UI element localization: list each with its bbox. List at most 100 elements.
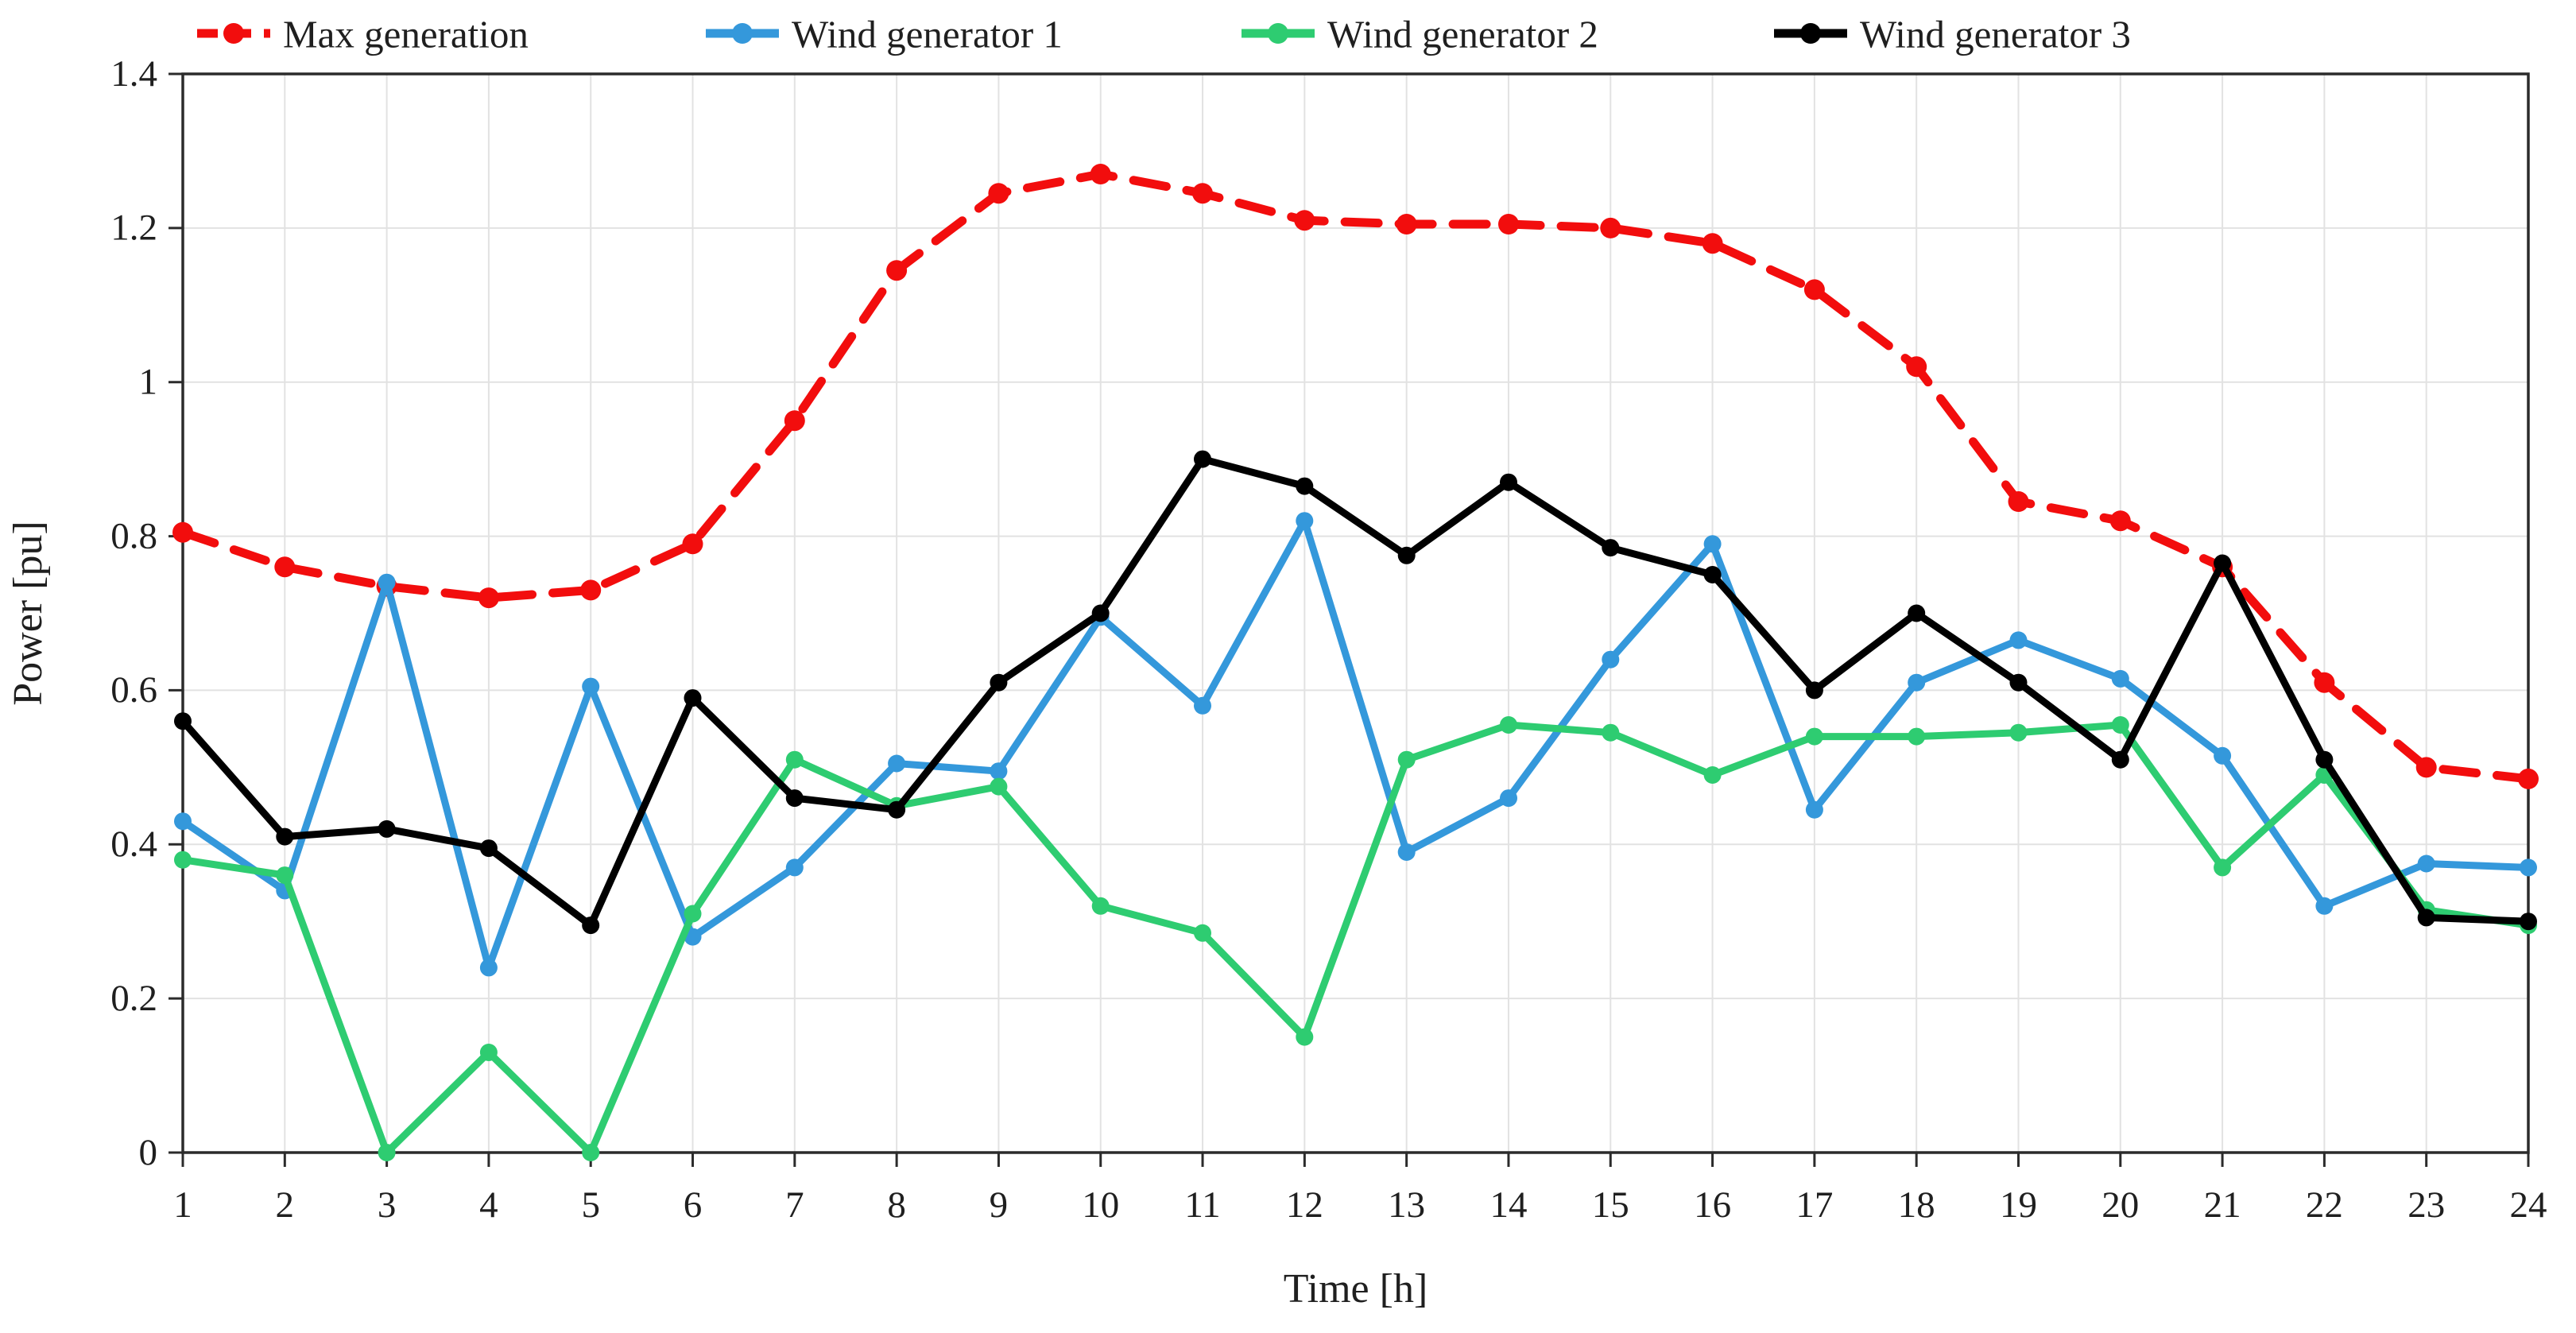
series-line-wind-generator-2: [179, 721, 2532, 1157]
data-point-max-generation: [274, 556, 296, 578]
data-point-wind-generator-1: [479, 959, 498, 977]
legend-item-wind-generator-2: Wind generator 2: [1242, 12, 1598, 56]
data-point-wind-generator-1: [785, 858, 804, 877]
data-point-wind-generator-1: [2315, 897, 2334, 915]
x-tick-label: 9: [990, 1184, 1009, 1226]
x-tick-label: 15: [1592, 1184, 1629, 1226]
x-tick-label: 7: [785, 1184, 804, 1226]
data-point-wind-generator-3: [2417, 909, 2435, 927]
legend-item-wind-generator-1: Wind generator 1: [706, 12, 1063, 56]
x-tick-label: 24: [2510, 1184, 2547, 1226]
data-point-wind-generator-1: [1703, 535, 1722, 553]
data-point-wind-generator-3: [2315, 750, 2334, 769]
data-point-wind-generator-1: [174, 812, 192, 831]
data-point-max-generation: [2415, 757, 2437, 778]
data-point-max-generation: [988, 183, 1009, 204]
data-point-wind-generator-3: [990, 673, 1008, 692]
data-point-wind-generator-1: [1908, 673, 1926, 692]
y-tick-label: 1.4: [110, 53, 157, 95]
data-point-wind-generator-3: [174, 712, 192, 730]
data-point-wind-generator-1: [1397, 843, 1416, 861]
series-line-wind-generator-3: [179, 455, 2532, 929]
data-point-wind-generator-3: [684, 689, 702, 707]
data-point-wind-generator-2: [684, 905, 702, 923]
data-point-wind-generator-1: [582, 677, 600, 696]
y-tick-label: 0.8: [110, 515, 157, 556]
data-point-wind-generator-2: [1194, 924, 1211, 942]
data-point-wind-generator-3: [1602, 539, 1620, 557]
tick-labels: 1 2 3 4 5 6 7 8 9 10 11 12 13 14 15 16 17 18 19 20 21 22 23 240…: [110, 53, 2547, 1226]
data-point-wind-generator-2: [479, 1044, 498, 1061]
data-point-wind-generator-1: [1500, 789, 1517, 808]
data-point-wind-generator-2: [990, 777, 1008, 796]
x-tick-label: 6: [684, 1184, 703, 1226]
x-tick-label: 14: [1489, 1184, 1527, 1226]
data-point-max-generation: [2518, 768, 2539, 789]
data-point-max-generation: [2109, 510, 2131, 532]
series-line-wind-generator-1: [179, 517, 2532, 971]
data-point-wind-generator-2: [785, 750, 804, 769]
data-point-wind-generator-3: [1091, 604, 1110, 622]
x-axis-title: Time [h]: [1284, 1266, 1428, 1312]
data-point-wind-generator-2: [276, 866, 294, 885]
legend-swatch-marker-wind-generator-3: [1800, 23, 1821, 44]
data-point-max-generation: [1192, 183, 1213, 204]
data-point-max-generation: [1600, 217, 1621, 238]
y-tick-label: 1.2: [110, 207, 157, 249]
x-tick-label: 13: [1388, 1184, 1425, 1226]
data-point-wind-generator-3: [378, 820, 396, 838]
data-point-max-generation: [2008, 491, 2029, 512]
data-point-max-generation: [1702, 233, 1723, 254]
x-tick-label: 3: [378, 1184, 397, 1226]
data-point-wind-generator-1: [378, 573, 396, 591]
data-series: [172, 164, 2539, 1161]
data-point-max-generation: [784, 410, 805, 432]
legend-swatch-marker-wind-generator-1: [732, 23, 753, 44]
y-tick-label: 0.6: [110, 669, 157, 711]
legend-item-wind-generator-3: Wind generator 3: [1774, 12, 2131, 56]
data-point-wind-generator-2: [1500, 716, 1517, 734]
data-point-wind-generator-3: [582, 916, 600, 935]
legend-item-max-generation: Max generation: [197, 12, 529, 56]
x-tick-label: 12: [1286, 1184, 1323, 1226]
data-point-wind-generator-3: [2111, 750, 2129, 769]
data-point-max-generation: [1803, 279, 1825, 300]
data-point-wind-generator-2: [1397, 750, 1416, 769]
data-point-wind-generator-2: [2111, 716, 2129, 734]
data-point-wind-generator-2: [582, 1144, 600, 1161]
data-point-max-generation: [1396, 214, 1417, 234]
data-point-wind-generator-1: [1296, 512, 1314, 530]
x-tick-label: 8: [887, 1184, 906, 1226]
legend-swatch-marker-max-generation: [223, 23, 244, 44]
y-tick-label: 0.4: [110, 823, 157, 865]
data-point-max-generation: [1906, 356, 1927, 378]
data-point-wind-generator-3: [785, 789, 804, 808]
x-tick-label: 19: [2000, 1184, 2037, 1226]
data-point-wind-generator-1: [2111, 669, 2129, 688]
y-tick-label: 1: [139, 361, 158, 402]
x-tick-label: 21: [2204, 1184, 2241, 1226]
x-tick-label: 2: [276, 1184, 295, 1226]
x-tick-label: 22: [2306, 1184, 2343, 1226]
data-point-wind-generator-1: [888, 754, 906, 773]
x-tick-label: 11: [1184, 1184, 1220, 1226]
x-tick-label: 5: [581, 1184, 600, 1226]
data-point-wind-generator-3: [1805, 681, 1823, 699]
legend-label-wind-generator-1: Wind generator 1: [792, 12, 1063, 56]
data-point-wind-generator-3: [888, 800, 906, 819]
data-point-max-generation: [2314, 672, 2335, 693]
data-point-max-generation: [580, 579, 602, 601]
data-point-wind-generator-1: [1194, 696, 1211, 715]
data-point-max-generation: [172, 521, 193, 543]
x-tick-label: 18: [1898, 1184, 1935, 1226]
plot-box: [181, 72, 2530, 1154]
data-point-wind-generator-3: [1908, 604, 1926, 622]
data-point-wind-generator-3: [2009, 673, 2028, 692]
y-tick-label: 0.2: [110, 978, 157, 1019]
data-point-wind-generator-2: [1091, 897, 1110, 915]
data-point-wind-generator-1: [1805, 800, 1823, 819]
data-point-max-generation: [1498, 214, 1519, 234]
legend-label-wind-generator-3: Wind generator 3: [1860, 12, 2131, 56]
